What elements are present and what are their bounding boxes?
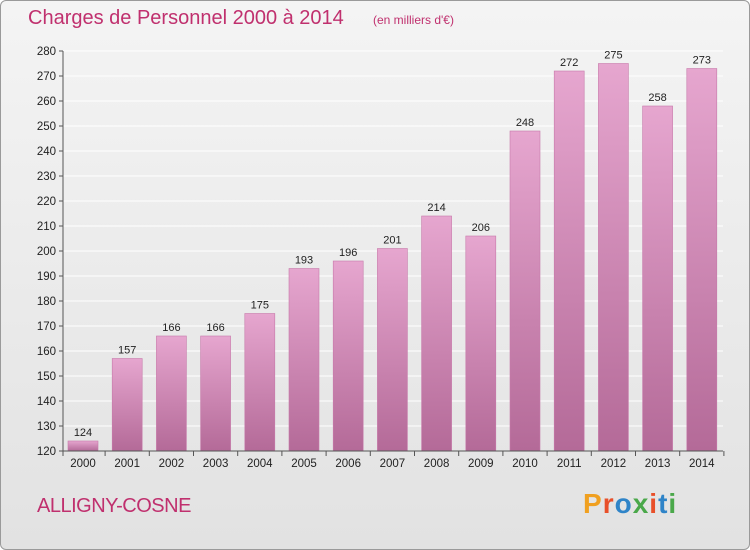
y-tick-label: 130	[37, 421, 56, 433]
value-label: 214	[427, 202, 445, 214]
y-tick-label: 240	[37, 146, 56, 158]
value-label: 157	[118, 345, 136, 357]
chart-title: Charges de Personnel 2000 à 2014	[28, 7, 344, 29]
bar-2006	[332, 260, 364, 452]
y-tick-label: 270	[37, 71, 56, 83]
commune-name: ALLIGNY-COSNE	[37, 495, 191, 517]
value-label: 258	[648, 92, 666, 104]
value-label: 275	[604, 50, 622, 62]
x-tick-label: 2004	[247, 458, 273, 470]
bar-2014	[686, 68, 718, 452]
value-label: 273	[693, 55, 711, 67]
x-tick-label: 2014	[689, 458, 715, 470]
x-tick-label: 2013	[645, 458, 671, 470]
y-tick-label: 190	[37, 271, 56, 283]
y-tick-label: 140	[37, 396, 56, 408]
y-tick-label: 120	[37, 446, 56, 458]
value-label: 124	[74, 427, 92, 439]
value-label: 193	[295, 255, 313, 267]
x-tick-label: 2002	[159, 458, 185, 470]
y-tick-label: 220	[37, 196, 56, 208]
value-label: 272	[560, 57, 578, 69]
bar-2013	[642, 105, 673, 452]
y-tick-label: 180	[37, 296, 56, 308]
bar-2002	[156, 335, 187, 452]
value-label: 201	[383, 235, 401, 247]
y-tick-label: 160	[37, 346, 56, 358]
x-tick-label: 2006	[335, 458, 361, 470]
x-tick-label: 2001	[114, 458, 140, 470]
x-axis: 2000 2001 2002 2003 2004 2005 2006 2007 2008 2009…	[62, 450, 725, 470]
bar-2012	[598, 63, 629, 452]
y-tick-label: 280	[37, 46, 56, 58]
bar-2008	[421, 215, 452, 452]
bar-2011	[553, 70, 585, 452]
value-label: 175	[251, 300, 269, 312]
bar-2009	[465, 235, 497, 452]
x-tick-label: 2007	[380, 458, 406, 470]
x-tick-label: 2003	[203, 458, 229, 470]
x-tick-label: 2010	[512, 458, 538, 470]
x-tick-label: 2009	[468, 458, 494, 470]
value-label: 196	[339, 247, 357, 259]
value-label: 166	[206, 322, 224, 334]
x-tick-label: 2012	[601, 458, 627, 470]
y-tick-label: 210	[37, 221, 56, 233]
y-tick-label: 200	[37, 246, 56, 258]
y-tick-label: 260	[37, 96, 56, 108]
y-tick-label: 230	[37, 171, 56, 183]
value-label: 166	[162, 322, 180, 334]
value-label: 248	[516, 117, 534, 129]
x-tick-label: 2008	[424, 458, 450, 470]
bar-2000	[67, 440, 99, 452]
bars	[67, 63, 718, 452]
bar-2004	[244, 313, 276, 452]
x-tick-label: 2000	[70, 458, 96, 470]
x-tick-label: 2005	[291, 458, 317, 470]
bar-2010	[509, 130, 541, 452]
bar-2007	[377, 248, 408, 452]
proxiti-logo: Proxiti	[583, 488, 678, 519]
y-tick-label: 170	[37, 321, 56, 333]
y-axis: 120 130 140 150 160 170 180 190 200 210 220 230 240 2…	[37, 46, 64, 458]
y-tick-label: 150	[37, 371, 56, 383]
y-tick-label: 250	[37, 121, 56, 133]
bar-2005	[288, 268, 320, 452]
value-label: 206	[472, 222, 490, 234]
data-labels: 124 157 166 166 175 193 196 201 214 206 248 272 275 2…	[74, 50, 711, 440]
chart-subtitle: (en milliers d'€)	[373, 13, 454, 27]
bar-2001	[111, 358, 143, 452]
bar-2003	[200, 335, 231, 452]
x-tick-label: 2011	[557, 458, 582, 470]
